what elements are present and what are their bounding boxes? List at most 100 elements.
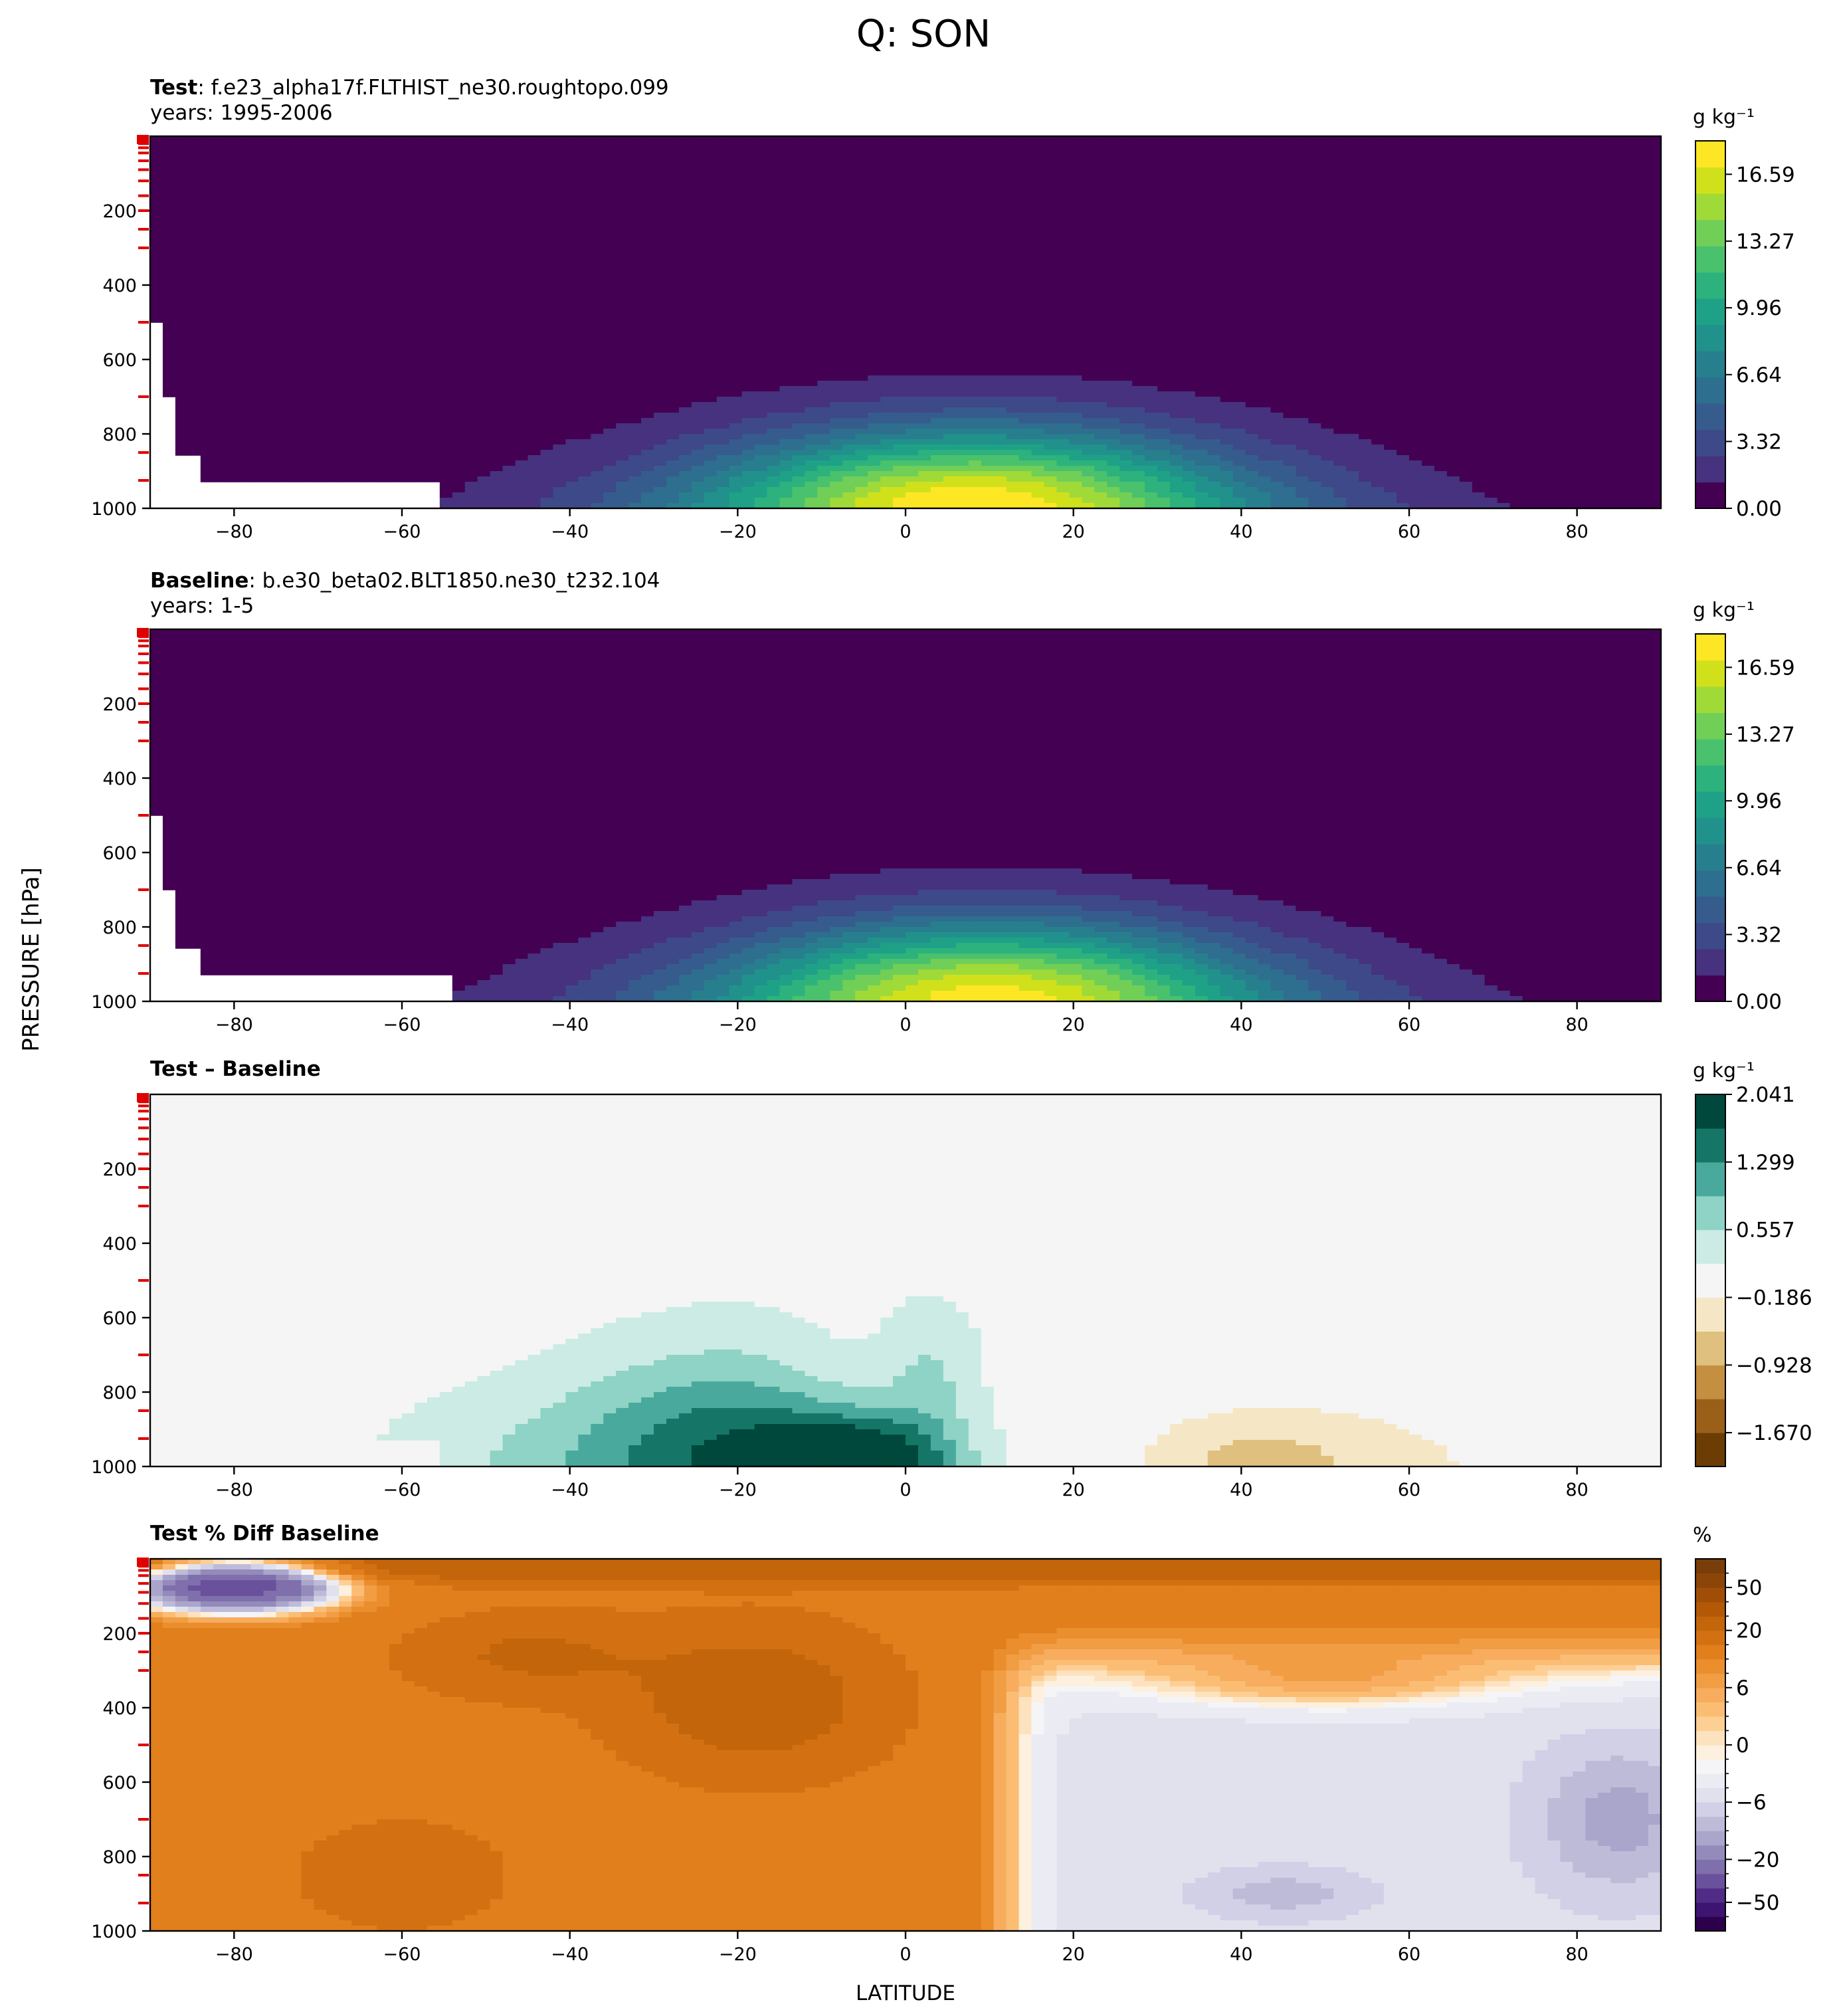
contour-cell: [1094, 317, 1108, 323]
contour-cell: [880, 211, 894, 217]
contour-cell: [1333, 253, 1347, 259]
contour-cell: [1623, 328, 1636, 334]
contour-cell: [955, 232, 969, 238]
contour-cell: [565, 258, 579, 264]
contour-cell: [1397, 269, 1410, 275]
contour-cell: [1497, 189, 1511, 195]
contour-cell: [464, 328, 478, 334]
contour-cell: [955, 301, 969, 307]
contour-cell: [654, 216, 667, 222]
contour-cell: [1069, 136, 1083, 142]
contour-cell: [779, 243, 793, 249]
contour-cell: [1421, 317, 1435, 323]
contour-cell: [691, 195, 705, 201]
contour-cell: [641, 184, 654, 190]
contour-cell: [893, 349, 906, 355]
contour-cell: [1636, 168, 1649, 174]
contour-cell: [339, 184, 352, 190]
contour-cell: [162, 248, 176, 254]
contour-cell: [528, 312, 541, 318]
contour-cell: [1044, 333, 1058, 339]
contour-cell: [880, 301, 894, 307]
contour-cell: [691, 205, 705, 211]
contour-cell: [238, 232, 252, 238]
contour-cell: [238, 195, 252, 201]
contour-cell: [1497, 142, 1511, 148]
contour-cell: [1346, 189, 1359, 195]
contour-cell: [339, 354, 352, 360]
contour-cell: [729, 136, 743, 142]
contour-cell: [1522, 274, 1536, 280]
contour-cell: [792, 184, 806, 190]
contour-cell: [678, 290, 692, 296]
contour-cell: [402, 349, 415, 355]
contour-cell: [402, 152, 415, 158]
contour-cell: [1132, 237, 1145, 243]
contour-cell: [402, 216, 415, 222]
contour-cell: [767, 152, 781, 158]
contour-cell: [1547, 248, 1561, 254]
contour-cell: [314, 344, 328, 350]
contour-cell: [377, 258, 390, 264]
contour-cell: [326, 152, 340, 158]
contour-cell: [1371, 333, 1385, 339]
contour-cell: [1283, 306, 1297, 312]
contour-cell: [263, 147, 277, 153]
contour-cell: [830, 163, 844, 169]
contour-cell: [553, 312, 567, 318]
contour-cell: [1384, 152, 1397, 158]
contour-cell: [893, 227, 906, 233]
contour-cell: [993, 301, 1007, 307]
contour-cell: [1397, 258, 1410, 264]
contour-cell: [591, 205, 604, 211]
contour-cell: [1321, 317, 1335, 323]
contour-cell: [326, 253, 340, 259]
contour-cell: [1409, 168, 1422, 174]
contour-cell: [1258, 136, 1272, 142]
contour-cell: [1421, 136, 1435, 142]
contour-cell: [1006, 290, 1020, 296]
contour-cell: [628, 344, 642, 350]
contour-cell: [1258, 349, 1272, 355]
contour-cell: [842, 248, 856, 254]
contour-cell: [1509, 349, 1523, 355]
contour-cell: [502, 354, 516, 360]
contour-cell: [1232, 163, 1246, 169]
contour-cell: [1371, 285, 1385, 291]
contour-cell: [1094, 152, 1108, 158]
contour-cell: [565, 312, 579, 318]
contour-cell: [767, 136, 781, 142]
contour-cell: [754, 179, 768, 185]
contour-cell: [993, 285, 1007, 291]
contour-cell: [1573, 269, 1587, 275]
contour-cell: [1623, 269, 1636, 275]
contour-cell: [250, 317, 264, 323]
contour-cell: [540, 322, 554, 328]
contour-cell: [918, 179, 931, 185]
contour-cell: [666, 312, 680, 318]
contour-cell: [930, 142, 944, 148]
contour-cell: [1258, 344, 1272, 350]
contour-cell: [1296, 322, 1309, 328]
contour-cell: [1623, 338, 1636, 344]
contour-cell: [1472, 173, 1486, 179]
contour-cell: [842, 152, 856, 158]
contour-cell: [377, 232, 390, 238]
contour-cell: [1082, 179, 1096, 185]
contour-cell: [666, 136, 680, 142]
contour-cell: [414, 157, 428, 163]
contour-cell: [1371, 200, 1385, 206]
contour-cell: [1573, 301, 1587, 307]
contour-cell: [263, 227, 277, 233]
contour-cell: [1270, 227, 1284, 233]
contour-cell: [276, 163, 290, 169]
contour-cell: [1522, 189, 1536, 195]
contour-cell: [1031, 200, 1045, 206]
contour-cell: [464, 338, 478, 344]
contour-cell: [678, 354, 692, 360]
contour-cell: [276, 168, 290, 174]
contour-cell: [1384, 216, 1397, 222]
contour-cell: [1132, 264, 1145, 270]
contour-cell: [464, 173, 478, 179]
contour-cell: [906, 195, 919, 201]
